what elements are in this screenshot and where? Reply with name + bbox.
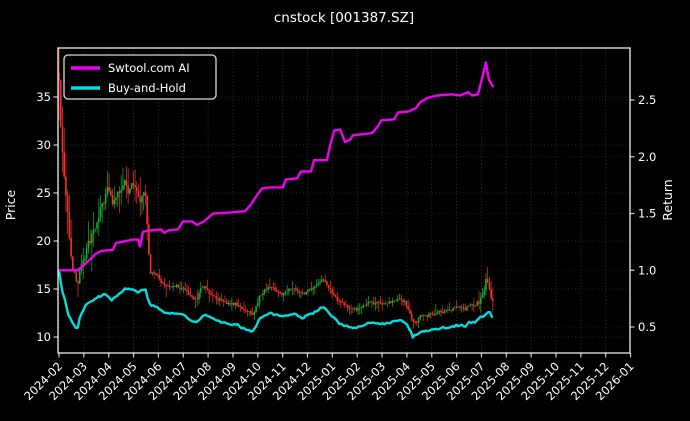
y-tick-label-left: 20 <box>36 234 51 248</box>
chart-title: cnstock [001387.SZ] <box>274 10 414 26</box>
series-line-buy-and-hold <box>57 269 494 339</box>
y-tick-label-left: 35 <box>36 90 51 104</box>
y-tick-label-right: 1.5 <box>638 207 656 221</box>
y-tick-label-left: 15 <box>36 282 51 296</box>
legend-box <box>63 54 217 100</box>
legend-label-ai: Swtool.com AI <box>108 61 190 75</box>
y-tick-label-left: 30 <box>36 138 51 152</box>
y-tick-label-right: 1.0 <box>638 263 656 277</box>
legend: Swtool.com AI Buy-and-Hold <box>63 54 217 100</box>
plot-border <box>57 47 631 354</box>
y-tick-label-right: 2.0 <box>638 150 656 164</box>
left-axis-label: Price <box>3 189 18 220</box>
y-tick-label-right: 2.5 <box>638 93 656 107</box>
legend-label-buyhold: Buy-and-Hold <box>108 81 186 95</box>
right-axis-label: Return <box>660 179 675 220</box>
y-tick-label-left: 25 <box>36 186 51 200</box>
y-tick-label-left: 10 <box>36 330 51 344</box>
y-tick-label-right: 0.5 <box>638 320 656 334</box>
series-line-swtool-ai <box>57 61 495 272</box>
